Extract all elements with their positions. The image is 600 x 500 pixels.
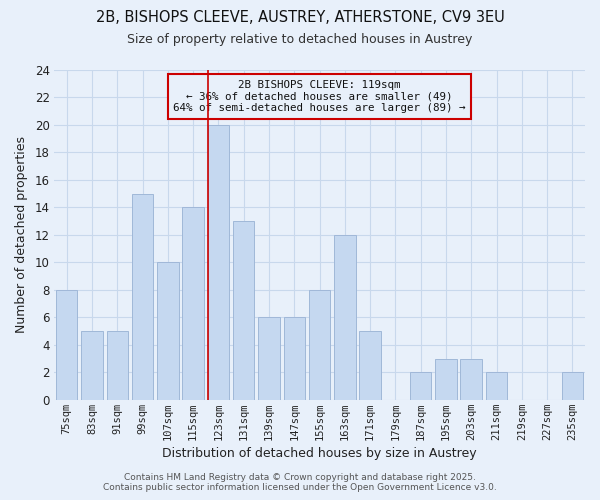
Text: 2B, BISHOPS CLEEVE, AUSTREY, ATHERSTONE, CV9 3EU: 2B, BISHOPS CLEEVE, AUSTREY, ATHERSTONE,… (95, 10, 505, 25)
Bar (258, 318, 280, 400)
Bar (157, 262, 179, 400)
Bar (562, 372, 583, 400)
Bar (233, 221, 254, 400)
Bar (309, 290, 330, 400)
Bar (81, 331, 103, 400)
Bar (132, 194, 154, 400)
Bar (486, 372, 507, 400)
Bar (460, 358, 482, 400)
Bar (334, 235, 356, 400)
Bar (435, 358, 457, 400)
Y-axis label: Number of detached properties: Number of detached properties (15, 136, 28, 334)
Bar (410, 372, 431, 400)
X-axis label: Distribution of detached houses by size in Austrey: Distribution of detached houses by size … (162, 447, 477, 460)
Bar (284, 318, 305, 400)
Bar (107, 331, 128, 400)
Bar (182, 208, 204, 400)
Bar (359, 331, 381, 400)
Bar (208, 125, 229, 400)
Bar (56, 290, 77, 400)
Text: Contains HM Land Registry data © Crown copyright and database right 2025.
Contai: Contains HM Land Registry data © Crown c… (103, 473, 497, 492)
Text: Size of property relative to detached houses in Austrey: Size of property relative to detached ho… (127, 32, 473, 46)
Text: 2B BISHOPS CLEEVE: 119sqm
← 36% of detached houses are smaller (49)
64% of semi-: 2B BISHOPS CLEEVE: 119sqm ← 36% of detac… (173, 80, 466, 113)
